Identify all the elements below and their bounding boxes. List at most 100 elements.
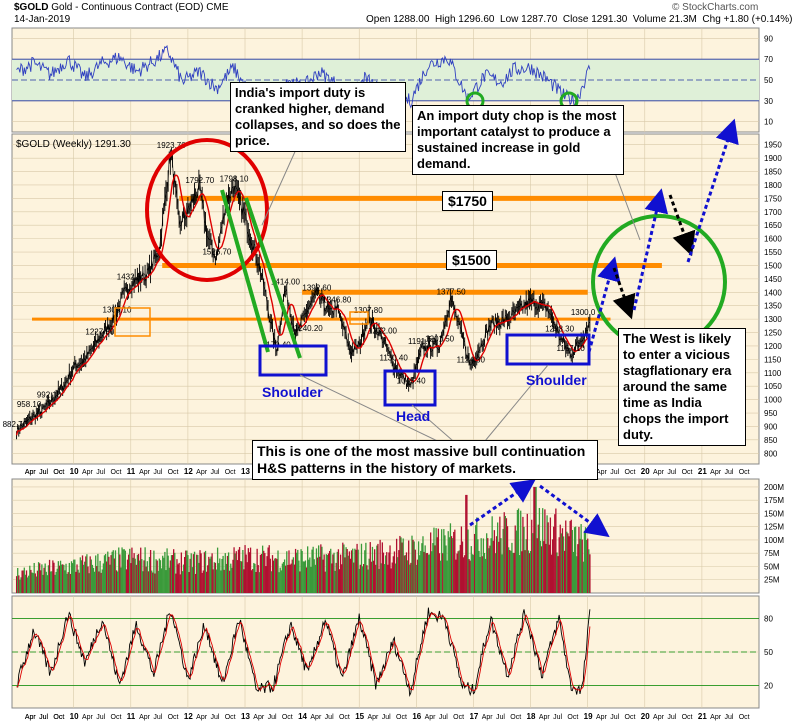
volume-bar — [168, 567, 170, 593]
volume-bar — [257, 565, 259, 593]
volume-bar — [327, 553, 330, 593]
volume-bar — [266, 556, 268, 593]
volume-bar — [391, 562, 393, 593]
price-tick-label: 1900 — [764, 154, 782, 163]
volume-bar — [129, 548, 131, 593]
volume-bar — [528, 553, 531, 593]
stoch-axis-month-label: Jul — [439, 714, 448, 721]
volume-bar — [388, 552, 390, 593]
volume-bar — [246, 562, 248, 593]
price-tick-label: 1100 — [764, 369, 782, 378]
volume-bar — [355, 549, 357, 593]
volume-bar — [328, 550, 331, 593]
volume-bar — [339, 554, 342, 593]
volume-bar — [24, 574, 27, 593]
volume-bar — [360, 543, 363, 593]
stoch-axis-year-label: 19 — [584, 712, 593, 721]
volume-bar — [97, 553, 99, 593]
volume-bar — [291, 559, 293, 593]
volume-bar — [568, 536, 570, 593]
volume-bar — [513, 552, 515, 593]
series-label: $GOLD (Weekly) 1291.30 — [16, 139, 131, 150]
stoch-axis-month-label: Jul — [325, 714, 334, 721]
volume-bar — [175, 573, 177, 593]
volume-bar — [432, 543, 434, 593]
volume-bar — [369, 542, 371, 593]
price-tick-label: 1250 — [764, 329, 782, 338]
volume-bar — [240, 561, 242, 593]
volume-bar — [47, 565, 50, 593]
volume-bar — [268, 545, 270, 593]
volume-bar — [475, 525, 477, 593]
volume-bar — [100, 572, 102, 593]
volume-bar — [87, 566, 89, 593]
price-tick-label: 800 — [764, 449, 778, 458]
volume-bar — [461, 541, 464, 593]
price-axis-month-label: Jul — [153, 469, 162, 476]
price-axis-month-label: Apr — [82, 469, 94, 476]
price-tick-label: 1300 — [764, 315, 782, 324]
volume-bar — [547, 522, 549, 593]
volume-bar — [426, 553, 429, 593]
volume-bar — [371, 546, 374, 593]
stoch-axis-month-label: Apr — [82, 714, 94, 721]
volume-bar — [447, 531, 449, 593]
volume-bar — [204, 550, 207, 593]
volume-bar — [435, 528, 437, 593]
volume-bar — [446, 560, 448, 593]
stoch-axis-month-label: Apr — [710, 714, 722, 721]
volume-bar — [569, 521, 571, 593]
volume-bar — [399, 535, 401, 593]
volume-bar — [553, 526, 555, 593]
volume-bar — [77, 569, 79, 593]
volume-bar — [43, 567, 45, 593]
volume-bar — [203, 552, 206, 593]
volume-bar — [112, 550, 114, 593]
volume-bar — [550, 554, 553, 593]
volume-bar — [216, 547, 219, 593]
volume-bar — [207, 565, 209, 593]
volume-bar — [142, 571, 144, 593]
volume-bar — [71, 563, 74, 593]
volume-bar — [300, 549, 302, 593]
price-axis-month-label: Jul — [39, 469, 48, 476]
price-tick-label: 1450 — [764, 275, 782, 284]
volume-bar — [75, 571, 77, 593]
price-data-label: 1307.80 — [354, 306, 383, 315]
volume-tick-label: 100M — [764, 536, 784, 545]
volume-bar — [232, 559, 234, 593]
stoch-axis-month-label: Oct — [53, 714, 64, 721]
stoch-tick-label: 50 — [764, 648, 773, 657]
volume-bar — [254, 563, 256, 593]
price-axis-month-label: Apr — [710, 469, 722, 476]
volume-bar — [131, 547, 133, 593]
rsi-tick-label: 90 — [764, 34, 773, 43]
volume-bar — [176, 559, 178, 593]
volume-tick-label: 150M — [764, 509, 784, 518]
volume-bar — [389, 545, 391, 593]
price-tick-label: 1850 — [764, 168, 782, 177]
stoch-axis-month-label: Apr — [596, 714, 608, 721]
volume-bar — [486, 533, 488, 593]
stoch-axis-month-label: Oct — [282, 714, 293, 721]
volume-bar — [353, 562, 355, 593]
volume-bar — [577, 544, 579, 593]
volume-bar — [250, 570, 253, 593]
price-axis-month-label: Oct — [53, 469, 64, 476]
stoch-axis-month-label: Jul — [667, 714, 676, 721]
red-circle — [145, 138, 269, 282]
volume-bar — [31, 572, 33, 593]
volume-bar — [154, 573, 156, 593]
price-axis-month-label: Oct — [682, 469, 693, 476]
volume-bar — [179, 574, 181, 593]
volume-bar — [230, 563, 232, 593]
volume-bar — [438, 553, 441, 593]
volume-bar — [468, 559, 470, 593]
volume-bar — [488, 548, 490, 593]
stoch-layer — [12, 607, 759, 697]
volume-bar — [401, 542, 403, 593]
volume-bar — [181, 571, 184, 593]
volume-bar — [272, 560, 275, 593]
volume-bar — [275, 558, 277, 593]
stoch-axis-month-label: Jul — [724, 714, 733, 721]
